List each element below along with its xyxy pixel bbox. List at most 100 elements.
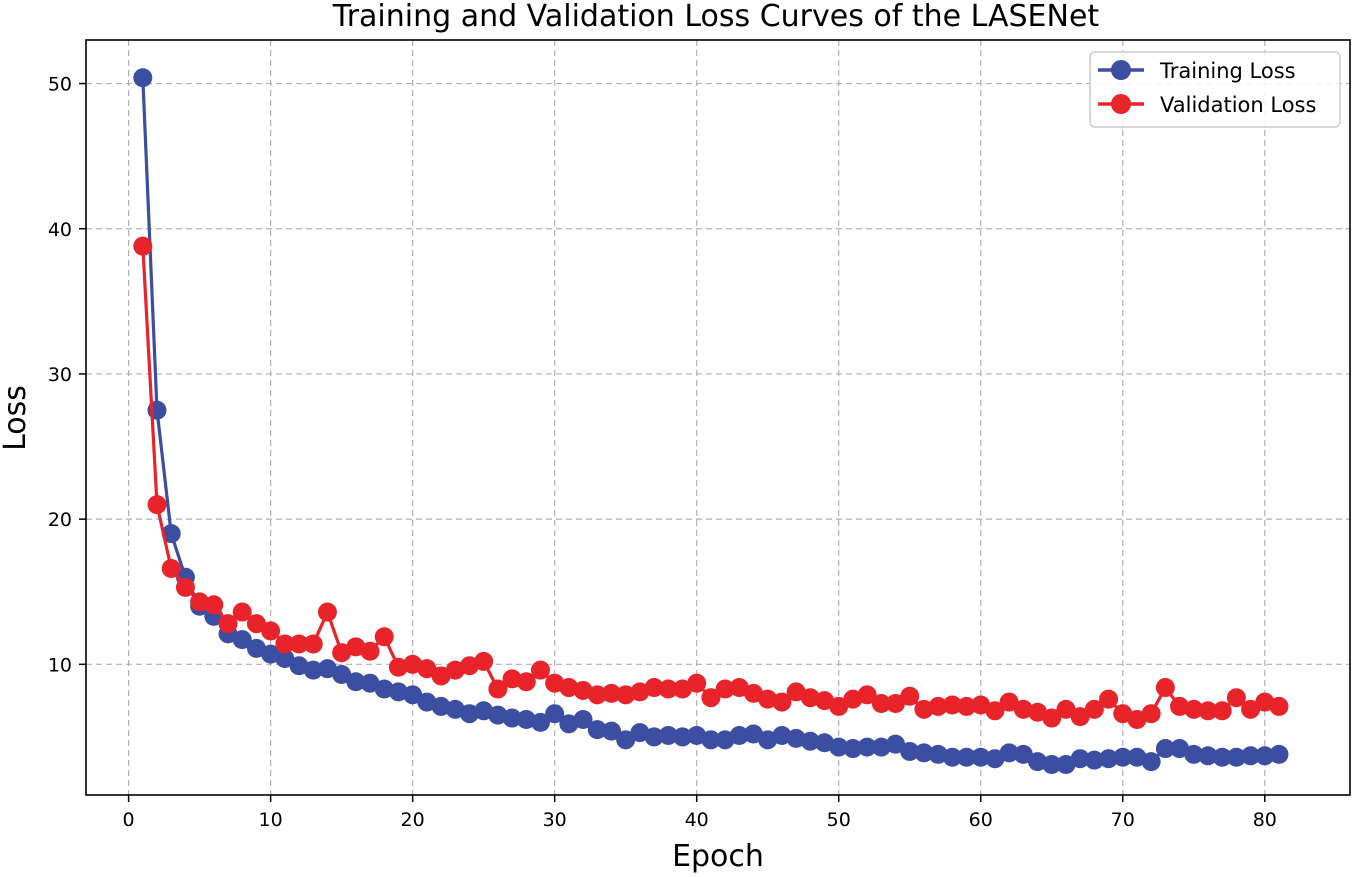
legend-training-marker [1111,60,1131,80]
validation-loss-point [431,666,451,686]
training-loss-point [317,659,337,679]
validation-loss-point [161,559,181,578]
validation-loss-point [374,627,394,647]
validation-loss-point [786,682,806,702]
training-loss-point [1212,747,1232,767]
training-loss-series [133,68,1289,775]
validation-loss-point [715,679,735,699]
training-loss-point [886,734,906,754]
validation-loss-point [644,678,664,698]
validation-loss-point [1127,710,1147,729]
legend: Training Loss Validation Loss [1089,51,1341,128]
validation-loss-point [616,685,636,705]
validation-loss-point [658,679,678,699]
x-axis-ticks: 0 10 20 30 40 50 60 70 80 [123,795,1277,831]
training-loss-point [388,682,408,702]
validation-loss-point [530,660,550,680]
validation-loss-point [1155,678,1175,698]
validation-loss-point [1013,699,1033,719]
validation-loss-point [772,692,792,712]
y-tick-label: 50 [48,74,72,96]
validation-loss-point [488,679,508,699]
training-loss-point [232,630,252,650]
training-loss-point [1042,755,1062,775]
validation-loss-point [928,696,948,716]
validation-loss-point [147,495,167,515]
validation-loss-point [587,685,607,705]
legend-training-label: Training Loss [1159,59,1296,83]
validation-loss-point [516,672,536,692]
validation-loss-point [1212,701,1232,721]
validation-loss-point [204,595,224,615]
validation-loss-point [275,634,295,654]
training-loss-point [658,725,678,745]
training-loss-point [928,744,948,764]
validation-loss-point [388,657,408,677]
training-loss-point [644,727,664,747]
y-tick-label: 30 [48,364,72,386]
training-loss-point [900,741,920,761]
training-loss-point [729,725,749,745]
training-loss-point [772,725,792,745]
x-tick-label: 50 [827,809,851,831]
training-loss-point [587,720,607,740]
validation-loss-point [1099,689,1119,709]
validation-loss-point [800,688,820,708]
validation-loss-point [729,678,749,698]
training-loss-point [530,712,550,732]
legend-validation-label: Validation Loss [1160,93,1316,117]
validation-loss-point [246,614,266,634]
validation-loss-point [957,696,977,716]
training-loss-point [502,708,522,728]
training-loss-point [431,696,451,716]
y-tick-label: 20 [48,509,72,531]
training-loss-point [346,672,366,692]
training-loss-point [942,747,962,767]
validation-loss-point [317,602,337,622]
validation-loss-point [900,686,920,706]
training-loss-point [843,739,863,759]
validation-loss-point [417,659,437,679]
validation-loss-point [1141,704,1161,724]
training-loss-point [1184,744,1204,764]
training-loss-point [133,68,153,88]
validation-loss-point [1269,696,1289,716]
training-loss-point [701,730,721,750]
training-loss-point [1141,752,1161,772]
y-tick-label: 10 [48,654,72,676]
training-loss-point [857,737,877,757]
x-tick-label: 0 [123,809,135,831]
validation-loss-point [133,236,153,256]
validation-loss-point [289,634,309,654]
training-loss-point [971,747,991,767]
training-loss-point [1269,744,1289,764]
chart-title: Training and Validation Loss Curves of t… [332,0,1100,34]
validation-loss-point [261,621,281,641]
x-tick-label: 10 [259,809,283,831]
validation-loss-point [360,641,380,661]
training-loss-point [672,727,692,747]
validation-loss-point [332,643,352,663]
validation-loss-point [758,689,778,709]
validation-loss-point [1226,688,1246,708]
validation-loss-point [218,614,238,634]
training-loss-point [786,728,806,748]
training-loss-point [374,679,394,699]
y-tick-label: 40 [48,219,72,241]
validation-loss-point [744,683,764,703]
training-loss-point [1226,747,1246,767]
y-axis-label: Loss [0,385,33,451]
training-loss-point [914,743,934,763]
validation-loss-point [985,701,1005,721]
validation-loss-point [1070,707,1090,727]
training-loss-point [1028,752,1048,772]
validation-loss-point [1184,699,1204,719]
y-axis-ticks: 10 20 30 40 50 [48,74,86,676]
validation-loss-point [687,673,707,693]
x-tick-label: 30 [543,809,567,831]
validation-loss-point [999,692,1019,712]
validation-loss-point [914,699,934,719]
training-loss-point [246,638,266,658]
validation-loss-point [559,678,579,698]
